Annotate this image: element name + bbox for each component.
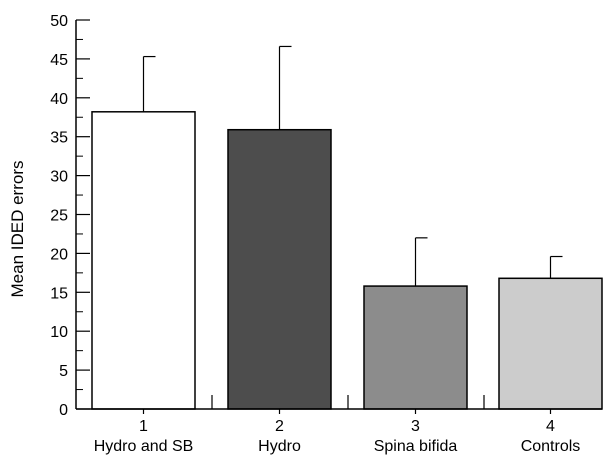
y-axis-label: Mean IDED errors — [8, 161, 27, 298]
labels-layer: 0 5 10 15 20 25 30 35 40 45 50 1 Hydro and SB 2 Hydro 3… — [50, 13, 580, 455]
x-category-number: 2 — [275, 418, 284, 435]
x-category-number: 4 — [546, 418, 555, 435]
y-tick-label: 40 — [50, 91, 68, 108]
y-tick-label: 30 — [50, 169, 68, 186]
x-category-label: Controls — [521, 438, 581, 455]
y-tick-label: 5 — [59, 363, 68, 380]
bar — [498, 277, 603, 410]
y-tick-label: 35 — [50, 130, 68, 147]
x-category-number: 3 — [411, 418, 420, 435]
axes-layer — [75, 19, 602, 414]
x-category-label: Hydro and SB — [94, 438, 194, 455]
y-tick-label: 15 — [50, 285, 68, 302]
y-tick-label: 50 — [50, 13, 68, 30]
y-tick-label: 0 — [59, 402, 68, 419]
x-category-number: 1 — [139, 418, 148, 435]
y-tick-label: 20 — [50, 246, 68, 263]
y-tick-label: 25 — [50, 208, 68, 225]
x-category-label: Spina bifida — [374, 438, 458, 455]
x-category-label: Hydro — [258, 438, 301, 455]
y-tick-label: 45 — [50, 52, 68, 69]
bar — [91, 111, 196, 410]
bar — [363, 285, 468, 410]
bars-layer — [91, 45, 603, 410]
bar — [227, 128, 332, 410]
y-tick-label: 10 — [50, 324, 68, 341]
